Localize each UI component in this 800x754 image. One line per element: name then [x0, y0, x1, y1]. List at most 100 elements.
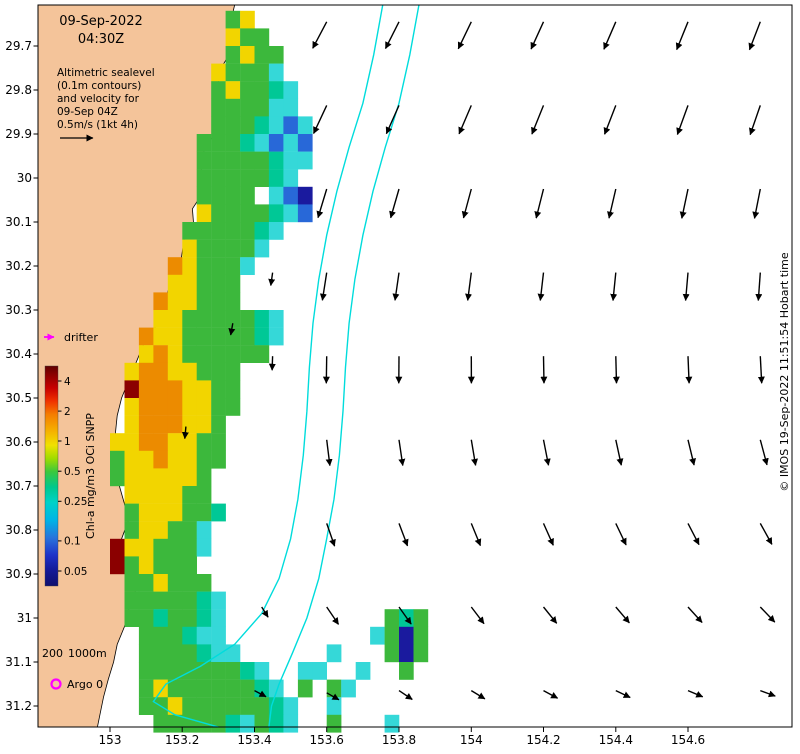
chl-cell — [168, 627, 183, 645]
y-tick-label: 30.8 — [5, 523, 32, 537]
chl-cell — [312, 662, 327, 680]
chl-cell — [153, 345, 168, 363]
chl-cell — [110, 539, 125, 557]
chl-cell — [197, 310, 212, 328]
chl-cell — [168, 486, 183, 504]
chl-cell — [139, 574, 154, 592]
x-tick-label: 153.8 — [382, 733, 416, 747]
chl-cell — [226, 152, 241, 170]
chl-cell — [139, 521, 154, 539]
chl-cell — [269, 134, 284, 152]
chl-cell — [269, 204, 284, 222]
chl-cell — [211, 116, 226, 134]
chl-cell — [182, 292, 197, 310]
chl-cell — [153, 398, 168, 416]
chl-cell — [197, 644, 212, 662]
chl-cell — [125, 451, 140, 469]
chl-cell — [283, 99, 298, 117]
y-tick-label: 30.2 — [5, 259, 32, 273]
chl-cell — [125, 363, 140, 381]
chl-cell — [197, 345, 212, 363]
chl-cell — [385, 644, 400, 662]
chl-cell — [197, 204, 212, 222]
chl-cell — [269, 81, 284, 99]
chl-cell — [168, 609, 183, 627]
chl-cell — [168, 380, 183, 398]
chl-cell — [269, 99, 284, 117]
chl-cell — [211, 204, 226, 222]
chl-cell — [211, 222, 226, 240]
chl-cell — [139, 486, 154, 504]
chl-cell — [110, 468, 125, 486]
chl-cell — [168, 468, 183, 486]
chl-cell — [139, 539, 154, 557]
chl-cell — [283, 715, 298, 733]
y-tick-label: 30.7 — [5, 479, 32, 493]
y-tick-label: 29.7 — [5, 39, 32, 53]
chl-cell — [182, 416, 197, 434]
chl-cell — [197, 486, 212, 504]
chl-cell — [226, 680, 241, 698]
chl-cell — [211, 64, 226, 82]
chl-cell — [153, 504, 168, 522]
chl-cell — [197, 380, 212, 398]
colorbar-tick-label: 4 — [64, 376, 71, 388]
chl-cell — [182, 486, 197, 504]
chl-cell — [255, 240, 270, 258]
chl-cell — [211, 380, 226, 398]
chl-cell — [211, 152, 226, 170]
chl-cell — [414, 609, 429, 627]
depth-200-label: 200 — [42, 647, 63, 660]
chl-cell — [197, 363, 212, 381]
chl-cell — [269, 715, 284, 733]
chl-cell — [255, 64, 270, 82]
chl-cell — [139, 627, 154, 645]
chl-cell — [240, 222, 255, 240]
chl-cell — [240, 11, 255, 29]
chl-cell — [211, 504, 226, 522]
colorbar-tick-label: 0.05 — [64, 566, 87, 578]
chl-cell — [240, 257, 255, 275]
chl-cell — [153, 592, 168, 610]
chl-cell — [153, 627, 168, 645]
chl-cell — [168, 292, 183, 310]
y-tick-label: 30.9 — [5, 567, 32, 581]
chl-cell — [385, 609, 400, 627]
chl-cell — [197, 609, 212, 627]
chl-cell — [125, 539, 140, 557]
chl-cell — [226, 28, 241, 46]
chl-cell — [226, 644, 241, 662]
time-label: 04:30Z — [78, 32, 124, 47]
chl-cell — [211, 592, 226, 610]
velocity-arrow — [616, 356, 617, 383]
chl-cell — [153, 292, 168, 310]
chl-cell — [327, 697, 342, 715]
chl-cell — [211, 275, 226, 293]
chl-cell — [226, 187, 241, 205]
chl-cell — [269, 328, 284, 346]
chl-cell — [153, 539, 168, 557]
chl-cell — [182, 627, 197, 645]
chl-cell — [125, 521, 140, 539]
chl-cell — [168, 345, 183, 363]
chl-cell — [240, 328, 255, 346]
chl-cell — [153, 609, 168, 627]
chl-cell — [255, 46, 270, 64]
chl-cell — [197, 521, 212, 539]
chl-cell — [197, 592, 212, 610]
chl-cell — [269, 187, 284, 205]
argo-label: Argo 0 — [67, 678, 103, 691]
chl-cell — [298, 134, 313, 152]
chl-cell — [385, 627, 400, 645]
chl-cell — [125, 609, 140, 627]
description-line: 09-Sep 04Z — [57, 106, 118, 118]
chl-cell — [168, 257, 183, 275]
chl-cell — [327, 715, 342, 733]
chl-cell — [125, 398, 140, 416]
chl-cell — [125, 574, 140, 592]
chl-cell — [255, 662, 270, 680]
chl-cell — [283, 697, 298, 715]
chl-cell — [298, 662, 313, 680]
velocity-arrow — [544, 356, 545, 383]
